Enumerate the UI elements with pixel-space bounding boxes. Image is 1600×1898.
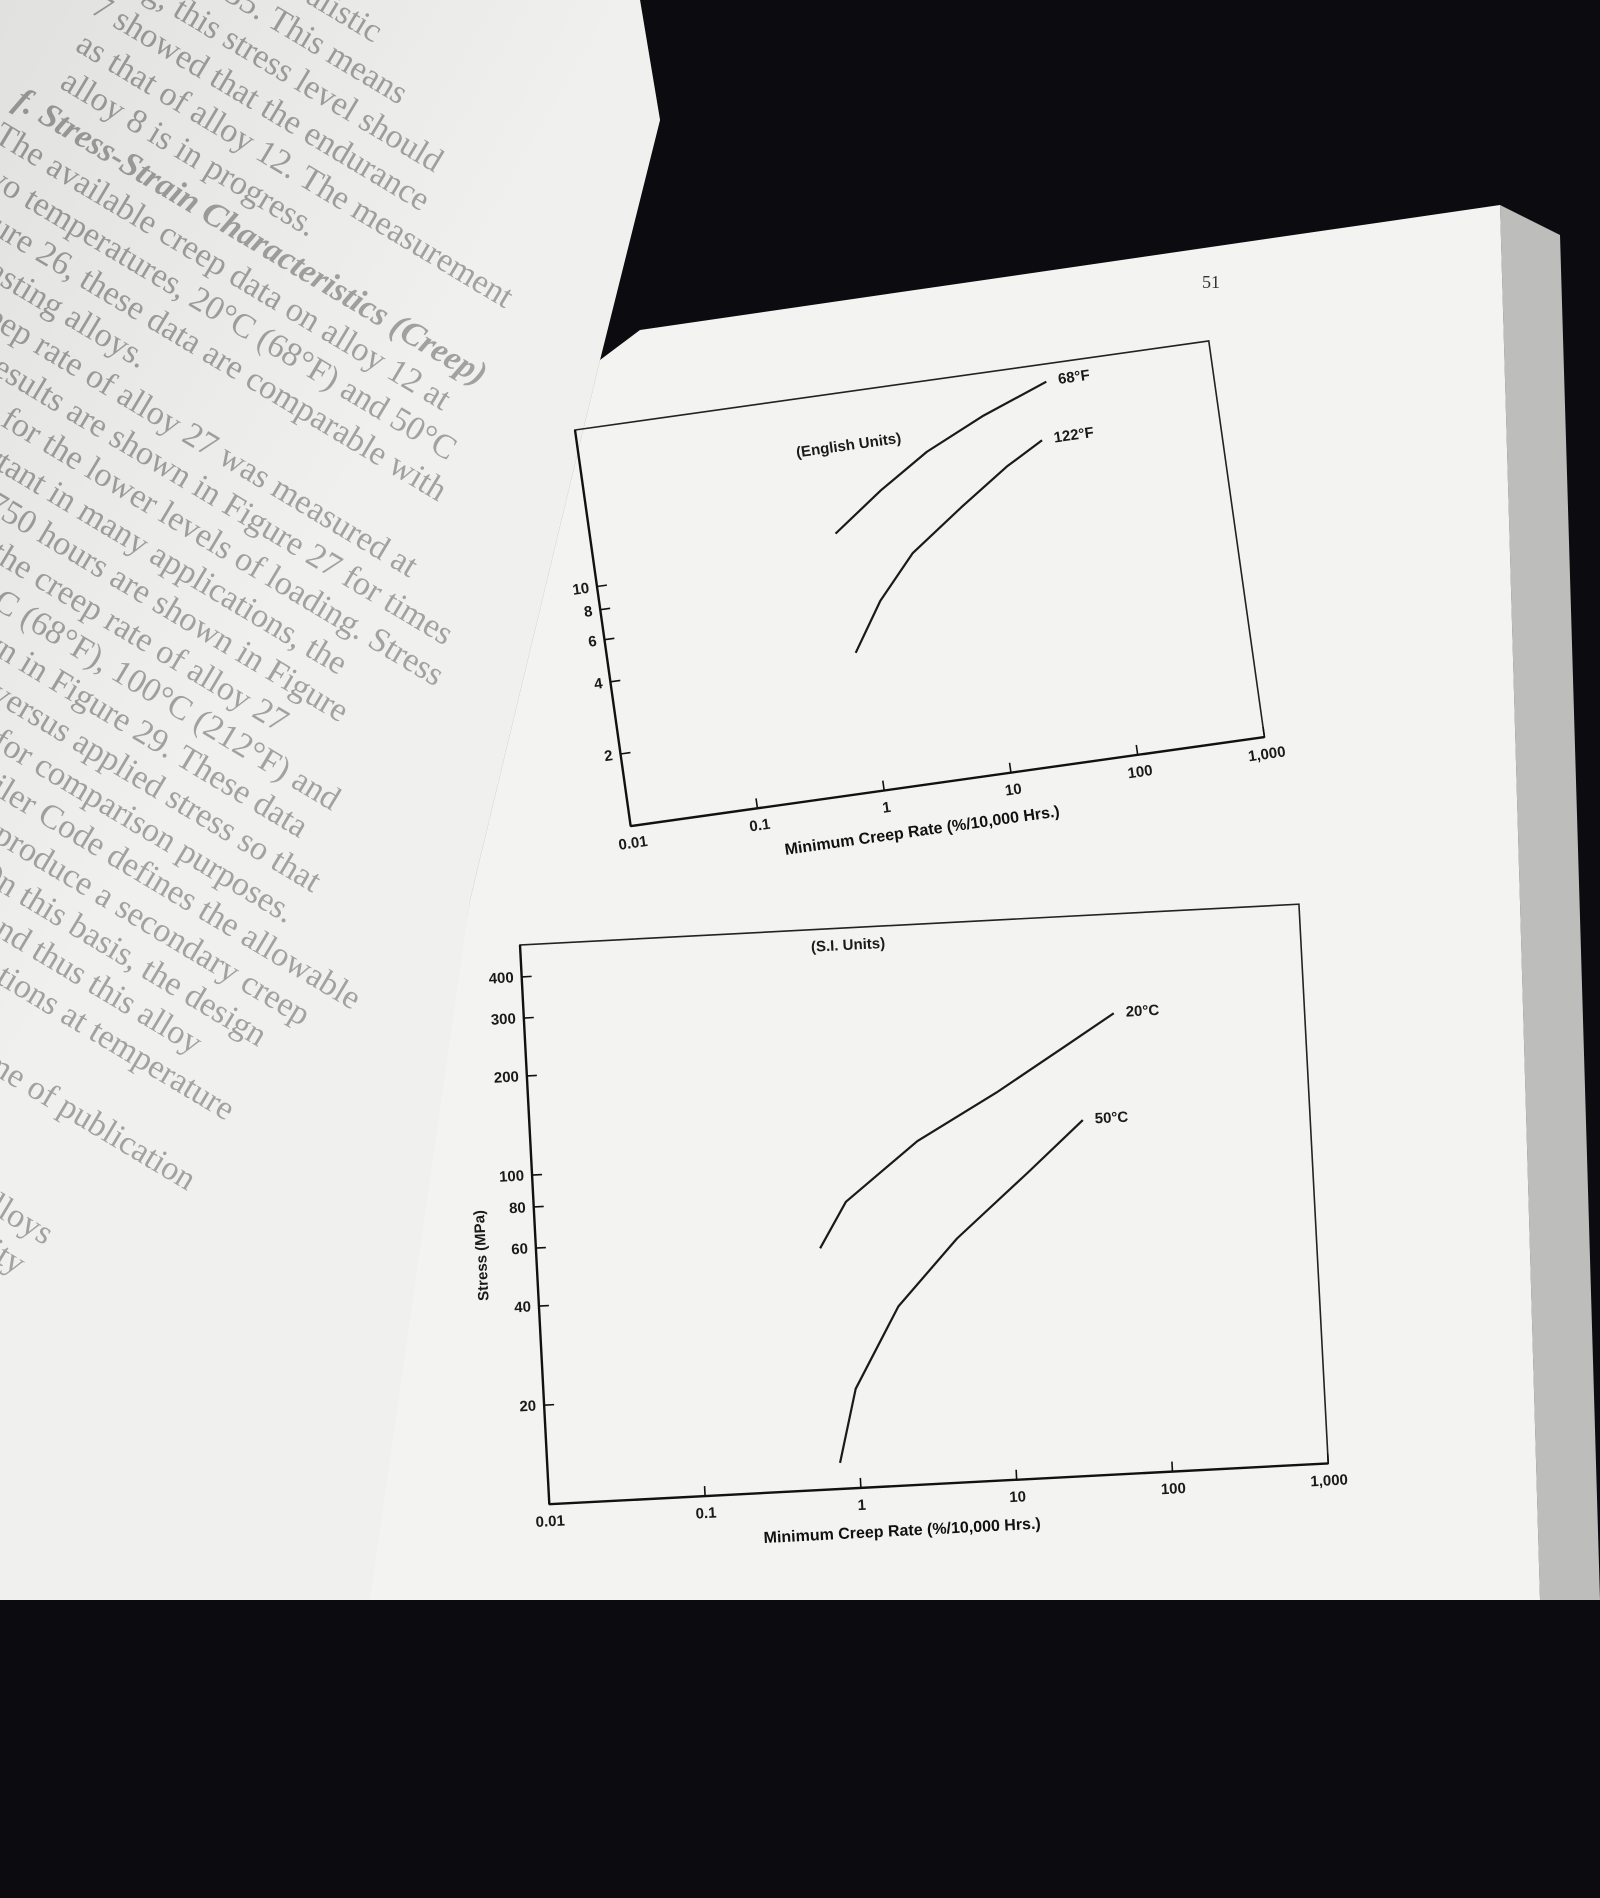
x-tick	[859, 1477, 862, 1488]
x-tick-label: 10	[1009, 1488, 1027, 1506]
x-tick-label: 1,000	[1247, 743, 1287, 765]
x-tick	[1015, 1469, 1018, 1480]
x-tick-label: 100	[1127, 762, 1154, 782]
series-label: 20°C	[1125, 1002, 1160, 1021]
x-tick-label: 10	[1004, 780, 1023, 799]
series-line-0	[834, 380, 1047, 535]
y-tick	[538, 1304, 549, 1307]
y-tick	[532, 1173, 543, 1176]
y-tick	[533, 1205, 544, 1208]
x-tick	[1008, 762, 1012, 773]
x-axis	[630, 735, 1265, 828]
x-tick-label: 0.1	[748, 816, 771, 836]
x-tick-label: 0.1	[695, 1505, 717, 1523]
x-tick	[1262, 727, 1266, 738]
y-tick-label: 200	[493, 1068, 519, 1086]
figure-charts: 51 0.01 0.1 1 10 100 1,000 2 4 6 8 10 (English Unit…	[471, 272, 1349, 1547]
x-tick-label: 100	[1160, 1480, 1186, 1498]
page-number: 51	[1202, 272, 1220, 292]
x-tick	[755, 798, 759, 809]
x-axis-label: Minimum Creep Rate (%/10,000 Hrs.)	[784, 803, 1061, 858]
plot-frame	[519, 903, 1330, 1506]
y-tick	[526, 1074, 537, 1077]
series-line-1	[838, 1119, 1084, 1464]
y-tick	[523, 1016, 534, 1019]
y-tick-label: 6	[587, 633, 598, 651]
x-tick-label: 0.01	[535, 1512, 565, 1531]
y-tick	[521, 975, 532, 978]
y-tick-label: 20	[519, 1398, 537, 1416]
x-tick-label: 1,000	[1310, 1471, 1348, 1490]
creep-chart-english: 0.01 0.1 1 10 100 1,000 2 4 6 8 10 (English Units) M…	[571, 340, 1287, 859]
x-tick	[1135, 744, 1139, 755]
chart-title: (S.I. Units)	[811, 935, 886, 956]
y-tick	[610, 679, 621, 683]
creep-chart-si: 0.01 0.1 1 10 100 1,000 20 40 60 80 100 200 300 400 (S…	[471, 903, 1348, 1547]
y-tick-label: 10	[571, 580, 590, 599]
series-label: 68°F	[1057, 367, 1091, 388]
x-axis	[549, 1462, 1329, 1506]
y-tick-label: 100	[499, 1168, 525, 1186]
y-tick-label: 60	[511, 1241, 529, 1259]
x-tick	[628, 816, 632, 827]
x-tick	[547, 1494, 551, 1505]
x-tick-label: 1	[881, 799, 892, 817]
y-tick	[604, 637, 615, 641]
y-tick-label: 40	[514, 1298, 532, 1316]
y-axis	[518, 944, 551, 1505]
y-tick-label: 2	[603, 747, 614, 765]
y-tick	[600, 607, 611, 611]
x-tick	[1326, 1453, 1330, 1464]
x-tick-label: 1	[857, 1497, 866, 1514]
y-tick-label: 400	[488, 969, 514, 987]
series-line-0	[819, 1012, 1115, 1249]
y-tick-label: 80	[509, 1199, 527, 1217]
y-axis	[573, 429, 632, 827]
x-tick-label: 0.01	[617, 833, 648, 854]
y-tick	[596, 584, 608, 588]
y-tick-label: 4	[593, 675, 604, 693]
y-tick	[544, 1403, 555, 1406]
series-label: 122°F	[1053, 424, 1095, 446]
y-axis-label: Stress (MPa)	[471, 1210, 493, 1302]
x-axis-label: Minimum Creep Rate (%/10,000 Hrs.)	[763, 1516, 1041, 1547]
chart-title: (English Units)	[795, 430, 902, 462]
y-tick	[535, 1246, 546, 1249]
y-tick	[620, 751, 631, 755]
series-line-1	[854, 439, 1043, 654]
y-tick-label: 8	[583, 603, 594, 621]
x-tick	[703, 1486, 706, 1497]
series-label: 50°C	[1094, 1109, 1129, 1128]
plot-frame	[574, 340, 1266, 828]
y-tick-label: 300	[490, 1010, 516, 1028]
x-tick	[1171, 1461, 1174, 1472]
x-tick	[881, 780, 885, 791]
